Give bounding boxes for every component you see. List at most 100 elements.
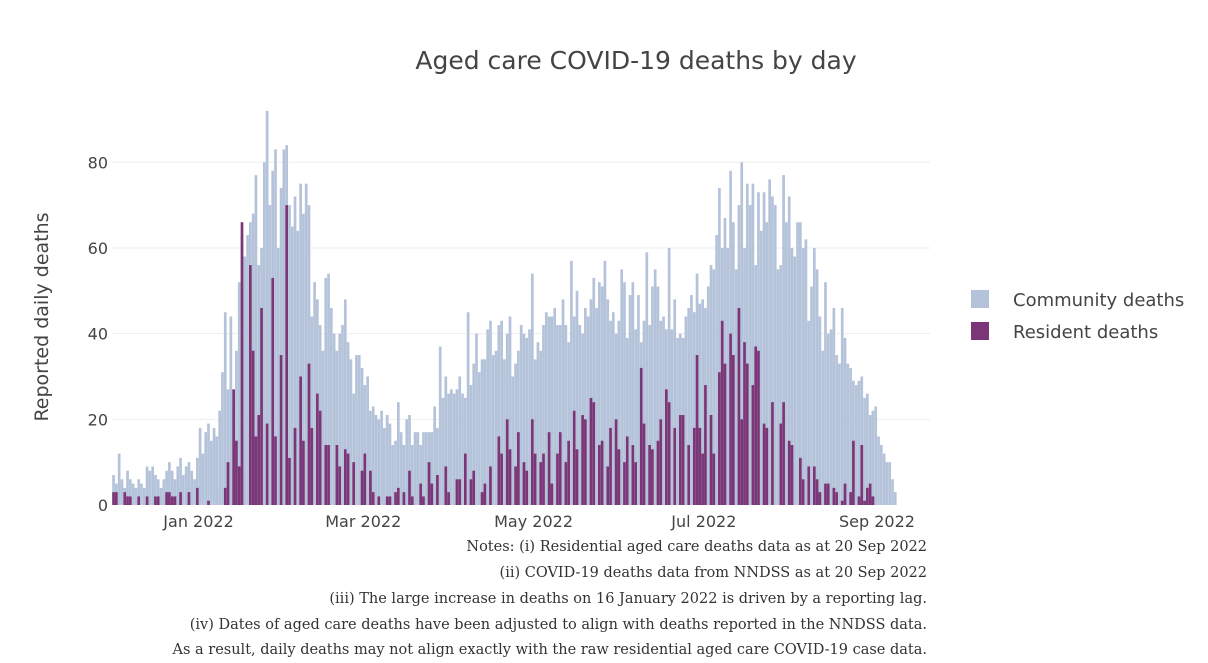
community-bar[interactable] xyxy=(480,359,484,505)
resident-bar[interactable] xyxy=(318,410,322,505)
community-bar[interactable] xyxy=(796,222,799,505)
community-bar[interactable] xyxy=(849,367,852,505)
community-bar[interactable] xyxy=(469,385,473,505)
resident-bar[interactable] xyxy=(310,427,314,505)
community-bar[interactable] xyxy=(508,316,512,505)
community-bar[interactable] xyxy=(765,222,769,505)
community-bar[interactable] xyxy=(860,376,864,505)
community-bar[interactable] xyxy=(212,427,216,505)
community-bar[interactable] xyxy=(184,466,188,505)
community-bar[interactable] xyxy=(620,269,624,505)
community-bar[interactable] xyxy=(290,226,294,506)
community-bar[interactable] xyxy=(807,320,811,505)
community-bar[interactable] xyxy=(117,453,121,505)
community-bar[interactable] xyxy=(366,376,369,505)
community-bar[interactable] xyxy=(893,492,897,505)
community-bar[interactable] xyxy=(712,269,716,505)
community-bar[interactable] xyxy=(489,320,492,505)
community-bar[interactable] xyxy=(268,205,272,505)
resident-bar[interactable] xyxy=(427,462,431,505)
community-bar[interactable] xyxy=(341,325,344,505)
resident-bar[interactable] xyxy=(871,496,875,505)
community-bar[interactable] xyxy=(603,260,607,505)
community-bar[interactable] xyxy=(154,475,157,505)
resident-bar[interactable] xyxy=(307,363,311,505)
resident-bar[interactable] xyxy=(790,445,794,505)
community-bar[interactable] xyxy=(257,265,261,505)
resident-bar[interactable] xyxy=(740,419,744,505)
community-bar[interactable] xyxy=(597,282,601,505)
community-bar[interactable] xyxy=(854,385,858,505)
resident-bar[interactable] xyxy=(600,440,604,505)
community-bar[interactable] xyxy=(190,470,194,505)
community-bar[interactable] xyxy=(592,277,596,505)
community-bar[interactable] xyxy=(402,445,406,505)
community-bar[interactable] xyxy=(877,436,880,505)
community-bar[interactable] xyxy=(134,487,138,505)
community-bar[interactable] xyxy=(871,410,875,505)
resident-bar[interactable] xyxy=(634,462,637,505)
resident-bar[interactable] xyxy=(863,500,866,505)
resident-bar[interactable] xyxy=(343,449,347,505)
community-bar[interactable] xyxy=(544,312,548,505)
community-bar[interactable] xyxy=(357,355,361,505)
community-bar[interactable] xyxy=(768,179,771,505)
community-bar[interactable] xyxy=(221,372,224,505)
resident-bar[interactable] xyxy=(866,487,869,505)
community-bar[interactable] xyxy=(771,196,774,505)
resident-bar[interactable] xyxy=(743,342,746,505)
community-bar[interactable] xyxy=(723,217,727,506)
community-bar[interactable] xyxy=(201,453,205,505)
resident-bar[interactable] xyxy=(762,423,766,505)
resident-bar[interactable] xyxy=(232,389,235,505)
community-bar[interactable] xyxy=(399,432,403,505)
resident-bar[interactable] xyxy=(539,462,543,505)
community-bar[interactable] xyxy=(868,415,872,505)
community-bar[interactable] xyxy=(595,307,598,505)
community-bar[interactable] xyxy=(209,440,213,505)
community-bar[interactable] xyxy=(246,235,249,506)
resident-bar[interactable] xyxy=(288,457,291,505)
resident-bar[interactable] xyxy=(483,483,487,505)
resident-bar[interactable] xyxy=(614,419,618,505)
community-bar[interactable] xyxy=(360,367,364,505)
community-bar[interactable] xyxy=(609,320,612,505)
resident-bar[interactable] xyxy=(581,415,584,505)
legend-item-resident[interactable]: Resident deaths xyxy=(971,322,1158,343)
resident-bar[interactable] xyxy=(678,415,682,505)
resident-bar[interactable] xyxy=(597,445,601,505)
resident-bar[interactable] xyxy=(673,427,677,505)
community-bar[interactable] xyxy=(525,337,529,505)
resident-bar[interactable] xyxy=(505,419,509,505)
community-bar[interactable] xyxy=(547,316,551,505)
community-bar[interactable] xyxy=(302,213,305,505)
community-bar[interactable] xyxy=(734,269,738,505)
community-bar[interactable] xyxy=(126,470,129,505)
resident-bar[interactable] xyxy=(410,496,414,505)
resident-bar[interactable] xyxy=(279,355,283,505)
resident-bar[interactable] xyxy=(447,492,450,505)
community-bar[interactable] xyxy=(226,389,230,505)
resident-bar[interactable] xyxy=(430,483,434,505)
community-bar[interactable] xyxy=(441,397,445,505)
community-bar[interactable] xyxy=(500,320,503,505)
resident-bar[interactable] xyxy=(316,393,319,505)
community-bar[interactable] xyxy=(349,359,353,505)
community-bar[interactable] xyxy=(455,389,459,505)
community-bar[interactable] xyxy=(779,265,783,505)
community-bar[interactable] xyxy=(120,479,124,505)
community-bar[interactable] xyxy=(151,466,155,505)
community-bar[interactable] xyxy=(274,149,277,505)
community-bar[interactable] xyxy=(882,453,886,505)
resident-bar[interactable] xyxy=(530,419,534,505)
community-bar[interactable] xyxy=(637,295,640,505)
resident-bar[interactable] xyxy=(782,402,785,505)
resident-bar[interactable] xyxy=(812,466,816,505)
community-bar[interactable] xyxy=(888,462,892,505)
community-bar[interactable] xyxy=(863,397,866,505)
resident-bar[interactable] xyxy=(226,462,230,505)
resident-bar[interactable] xyxy=(659,419,663,505)
community-bar[interactable] xyxy=(748,205,752,505)
resident-bar[interactable] xyxy=(754,346,758,505)
resident-bar[interactable] xyxy=(745,363,749,505)
